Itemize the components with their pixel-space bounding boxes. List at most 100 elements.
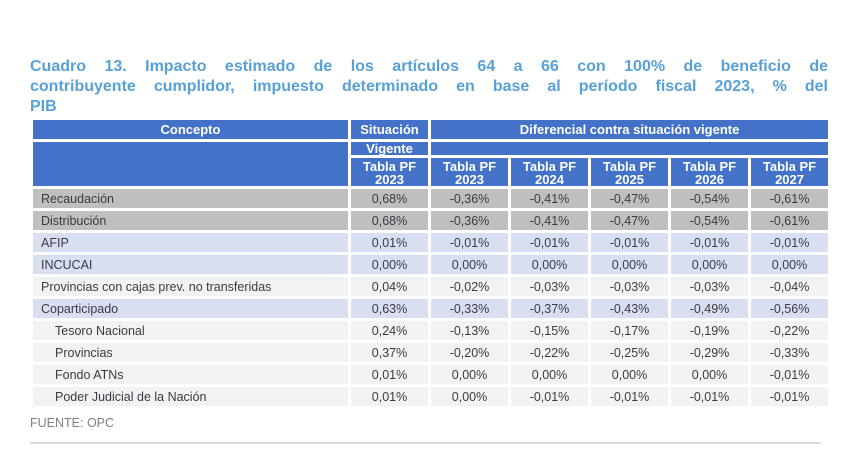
cell-value: -0,01%	[668, 230, 751, 255]
col-header-tabla-pf-2026: Tabla PF 2026	[668, 155, 751, 189]
cell-value: -0,54%	[668, 208, 751, 233]
row-label: Distribución	[30, 208, 351, 233]
table-title-line-1: Cuadro 13. Impacto estimado de los artíc…	[30, 58, 828, 75]
row-label: AFIP	[30, 230, 351, 255]
cell-value: -0,36%	[428, 186, 511, 211]
col-header-tabla-pf-2025: Tabla PF 2025	[588, 155, 671, 189]
row-label: Fondo ATNs	[30, 362, 351, 387]
table-title-line-3: PIB	[30, 98, 57, 115]
cell-value: -0,17%	[588, 318, 671, 343]
cell-value: -0,01%	[668, 384, 751, 409]
cell-value: -0,22%	[508, 340, 591, 365]
cell-value: 0,00%	[428, 252, 511, 277]
cell-value: 0,68%	[348, 208, 431, 233]
cell-value: -0,25%	[588, 340, 671, 365]
cell-value: -0,01%	[588, 384, 671, 409]
cell-value: 0,04%	[348, 274, 431, 299]
table-row-poder-judicial: Poder Judicial de la Nación 0,01% 0,00% …	[30, 384, 832, 409]
cell-value: -0,33%	[428, 296, 511, 321]
col-header-diferencial: Diferencial contra situación vigente	[427, 117, 832, 142]
col-header-concepto-spacer	[30, 139, 351, 189]
cell-value: -0,01%	[508, 384, 591, 409]
cell-value: -0,61%	[747, 186, 832, 211]
cell-value: -0,01%	[747, 362, 832, 387]
cell-value: -0,33%	[747, 340, 832, 365]
cell-value: -0,36%	[428, 208, 511, 233]
cell-value: 0,24%	[348, 318, 431, 343]
cell-value: -0,01%	[508, 230, 591, 255]
table-row-coparticipado: Coparticipado 0,63% -0,33% -0,37% -0,43%…	[30, 296, 832, 321]
cell-value: 0,00%	[428, 362, 511, 387]
cell-value: -0,19%	[668, 318, 751, 343]
cell-value: -0,29%	[668, 340, 751, 365]
table-row-tesoro-nacional: Tesoro Nacional 0,24% -0,13% -0,15% -0,1…	[30, 318, 832, 343]
header-row-2: Vigente	[30, 139, 832, 189]
source-note: FUENTE: OPC	[30, 416, 115, 430]
row-label: Recaudación	[30, 186, 351, 211]
col-header-tabla-pf-2023: Tabla PF 2023	[428, 155, 511, 189]
table-row-provincias: Provincias 0,37% -0,20% -0,22% -0,25% -0…	[30, 340, 832, 365]
col-header-vigente: Vigente	[348, 139, 431, 158]
col-header-diferencial-spacer	[427, 139, 832, 158]
cell-value: -0,04%	[747, 274, 832, 299]
cell-value: 0,00%	[588, 252, 671, 277]
row-label: Provincias	[30, 340, 351, 365]
cell-value: -0,54%	[668, 186, 751, 211]
cell-value: -0,03%	[668, 274, 751, 299]
row-label: Coparticipado	[30, 296, 351, 321]
cell-value: -0,22%	[747, 318, 832, 343]
cell-value: -0,01%	[747, 230, 832, 255]
cell-value: -0,41%	[508, 186, 591, 211]
table-row-recaudacion: Recaudación 0,68% -0,36% -0,41% -0,47% -…	[30, 186, 832, 211]
cell-value: -0,01%	[428, 230, 511, 255]
cell-value: -0,43%	[588, 296, 671, 321]
table-row-afip: AFIP 0,01% -0,01% -0,01% -0,01% -0,01% -…	[30, 230, 832, 255]
cell-value: 0,00%	[747, 252, 832, 277]
col-header-concepto: Concepto	[30, 117, 351, 142]
header-row-3: Tabla PF 2023 Tabla PF 2023 Tabla PF 202…	[32, 155, 832, 189]
table-row-incucai: INCUCAI 0,00% 0,00% 0,00% 0,00% 0,00% 0,…	[30, 252, 832, 277]
table-title: Cuadro 13. Impacto estimado de los artíc…	[30, 57, 828, 117]
cell-value: -0,03%	[508, 274, 591, 299]
table-row-provincias-cajas: Provincias con cajas prev. no transferid…	[30, 274, 832, 299]
col-header-tabla-pf-2024: Tabla PF 2024	[508, 155, 591, 189]
cell-value: -0,13%	[428, 318, 511, 343]
table-row-fondo-atns: Fondo ATNs 0,01% 0,00% 0,00% 0,00% 0,00%…	[30, 362, 832, 387]
table-row-distribucion: Distribución 0,68% -0,36% -0,41% -0,47% …	[30, 208, 832, 233]
cell-value: 0,63%	[348, 296, 431, 321]
cell-value: -0,37%	[508, 296, 591, 321]
row-label: INCUCAI	[30, 252, 351, 277]
row-label: Poder Judicial de la Nación	[30, 384, 351, 409]
cell-value: 0,00%	[508, 362, 591, 387]
col-header-situacion: Situación	[348, 117, 431, 142]
header-row-1: Concepto Situación Diferencial contra si…	[30, 117, 832, 142]
cell-value: 0,01%	[348, 362, 431, 387]
cell-value: 0,01%	[348, 230, 431, 255]
cell-value: 0,00%	[508, 252, 591, 277]
cell-value: 0,00%	[668, 362, 751, 387]
cell-value: -0,01%	[588, 230, 671, 255]
col-header-situacion-tabla: Tabla PF 2023	[348, 155, 431, 189]
cell-value: 0,68%	[348, 186, 431, 211]
cell-value: -0,61%	[747, 208, 832, 233]
cell-value: 0,01%	[348, 384, 431, 409]
bottom-divider	[30, 442, 821, 444]
cell-value: 0,37%	[348, 340, 431, 365]
cell-value: -0,49%	[668, 296, 751, 321]
cell-value: 0,00%	[348, 252, 431, 277]
cell-value: -0,47%	[588, 186, 671, 211]
cell-value: -0,01%	[747, 384, 832, 409]
cell-value: -0,20%	[428, 340, 511, 365]
impact-table: Concepto Situación Diferencial contra si…	[30, 117, 832, 409]
cell-value: -0,41%	[508, 208, 591, 233]
cell-value: -0,03%	[588, 274, 671, 299]
cell-value: -0,56%	[747, 296, 832, 321]
row-label: Tesoro Nacional	[30, 318, 351, 343]
cell-value: 0,00%	[428, 384, 511, 409]
cell-value: -0,47%	[588, 208, 671, 233]
cell-value: 0,00%	[668, 252, 751, 277]
cell-value: -0,15%	[508, 318, 591, 343]
cell-value: -0,02%	[428, 274, 511, 299]
table-title-line-2: contribuyente cumplidor, impuesto determ…	[30, 78, 828, 95]
